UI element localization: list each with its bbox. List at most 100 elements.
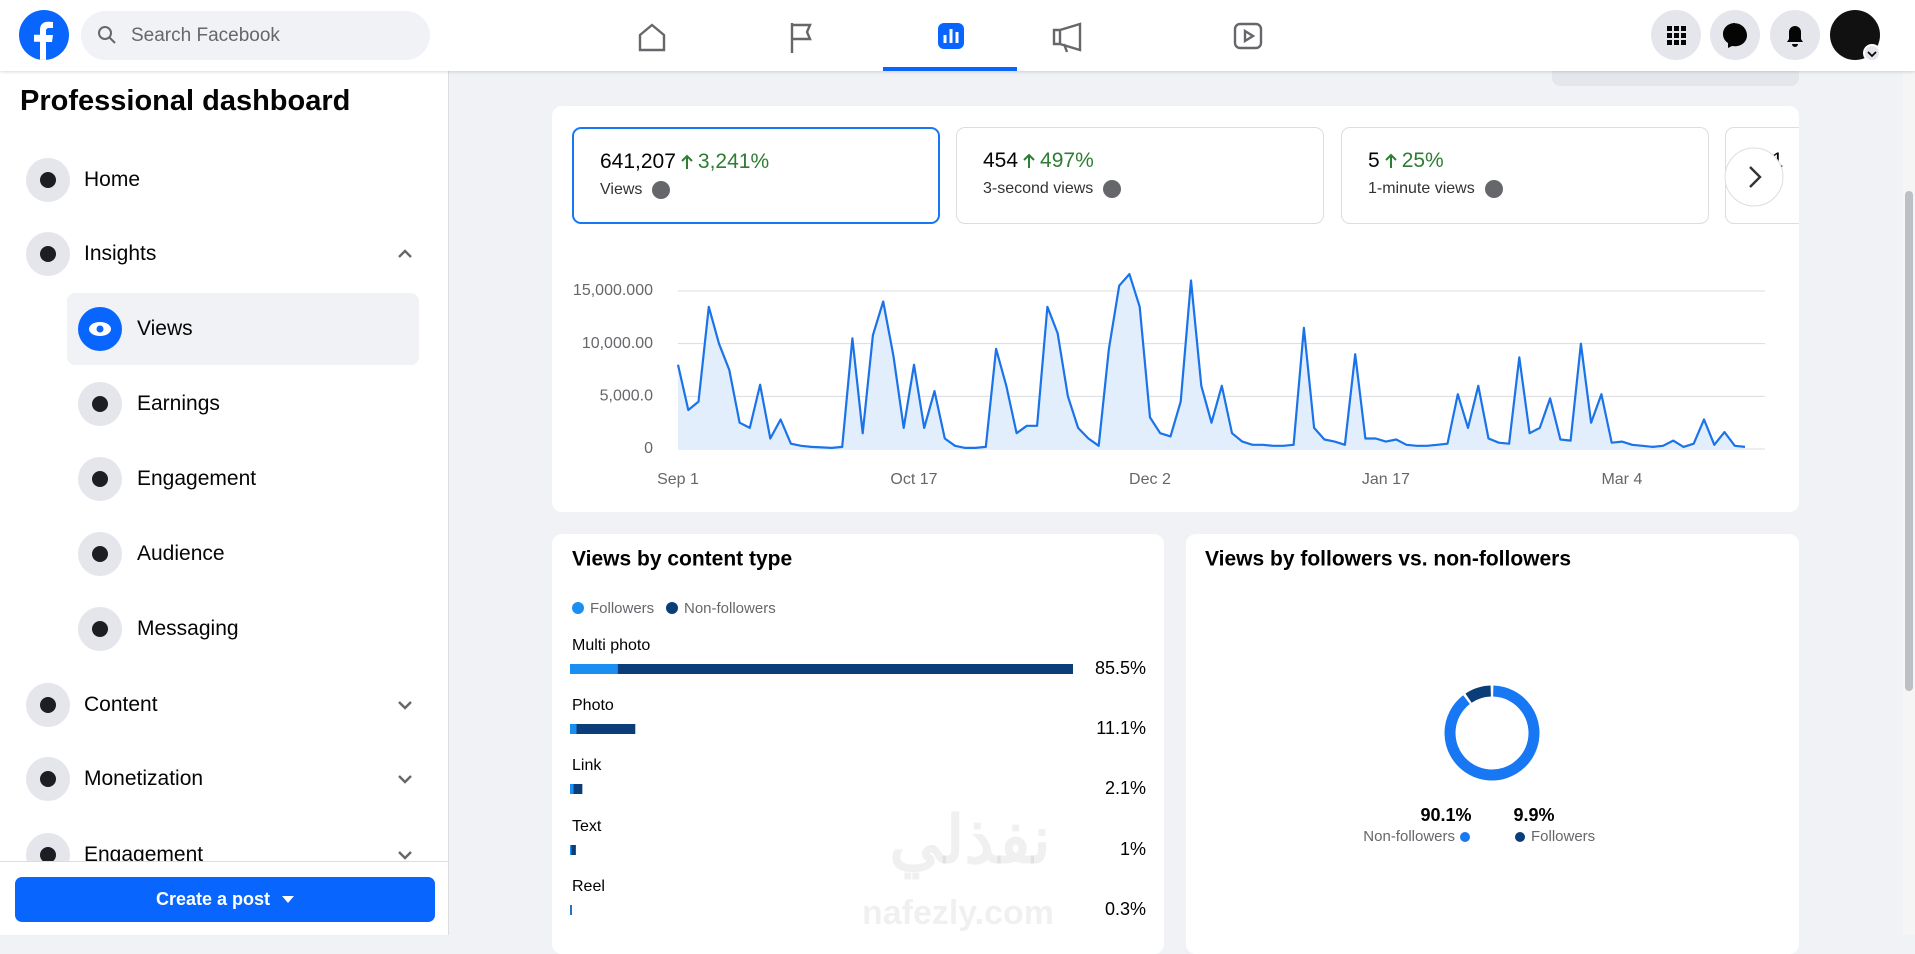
scrollbar[interactable] [1903,71,1915,935]
scrollbar-thumb[interactable] [1905,191,1913,691]
metric-label: 3-second views [983,180,1094,197]
up-arrow [1023,153,1035,168]
menu-label: Messaging [137,617,239,640]
menu-icon [78,532,122,576]
y-tick-label: 10,000.00 [582,335,653,352]
search-icon [98,26,116,44]
value-label: 0.3% [1105,899,1146,919]
search-box[interactable]: Search Facebook [81,11,430,60]
chart-title: Views by content type [572,548,792,571]
menu-icon [78,607,122,651]
info-icon[interactable] [1484,180,1503,198]
y-tick-label: 0 [644,440,653,457]
nav-tabs [638,22,1263,71]
menu-item[interactable]: Monetization [0,749,448,809]
top-bar: Search Facebook [0,0,1915,71]
legend-dot [572,602,584,614]
dropdown-caret [282,895,295,903]
legend-dot [666,602,678,614]
value-label: 85.5% [1095,658,1146,678]
y-tick-label: 15,000.000 [573,282,653,299]
metric-value: 641,207 [600,150,676,173]
x-tick-label: Dec 2 [1129,471,1171,488]
menu-label: Content [84,693,158,716]
info-icon[interactable] [1103,180,1122,198]
metric-value: 5 [1368,149,1380,172]
donut-segment [1444,685,1540,781]
legend-label: Followers [590,600,654,617]
metric-value: 454 [983,149,1019,172]
menu-label: Insights [84,242,157,265]
menu-item[interactable]: Home [0,150,448,210]
category-label: Multi photo [572,637,650,654]
value-label: 11.1% [1096,718,1146,738]
watermark: نفذلي [889,802,1051,880]
metric-change: 497% [1040,149,1094,172]
category-label: Link [572,757,602,774]
facebook-logo[interactable] [19,10,69,60]
sidebar: Professional dashboard Home Insights Views… [0,71,449,935]
value-label: 2.1% [1105,778,1146,798]
metric-card[interactable]: 5 25% 1-minute views [1341,127,1709,224]
menu-item[interactable]: Content [0,675,448,735]
bar-segment [570,845,572,855]
menu-item[interactable]: Engagement [0,449,448,509]
value-label: 90.1% [1420,805,1471,825]
value-label: 9.9% [1513,805,1554,825]
menu-item[interactable]: Earnings [0,374,448,434]
followers-card [1186,534,1799,954]
info-icon[interactable] [652,181,671,199]
category-label: Reel [572,878,605,895]
active-item-bg [67,293,419,365]
legend-label: Non-followers [684,600,776,617]
menu-icon [78,382,122,426]
menu-icon [26,757,70,801]
search-placeholder: Search Facebook [131,24,280,46]
menu-label: Monetization [84,767,204,790]
bar-segment [570,724,577,734]
chevron [398,775,412,784]
ads-tab[interactable] [1052,22,1082,53]
video-tab[interactable] [1233,22,1263,50]
bar-segment [570,905,572,915]
metric-change: 3,241% [697,150,770,173]
create-post-button[interactable]: Create a post [15,877,435,922]
next-button[interactable] [1724,147,1784,207]
home-tab[interactable] [638,23,666,52]
legend-label: Non-followers [1363,828,1455,845]
menu-label: Engagement [137,467,257,490]
menu-item[interactable]: Insights [0,224,448,284]
menu-item[interactable]: Views [0,299,448,359]
legend-dot [1460,832,1470,842]
bar-segment [571,845,576,855]
metric-card[interactable]: 454 497% 3-second views [956,127,1324,224]
donut-segment [1465,685,1492,703]
sidebar-footer: Create a post [0,861,448,935]
menu-label: Engagement [84,843,204,866]
menu-icon [78,457,122,501]
x-tick-label: Mar 4 [1601,471,1642,488]
bar-segment [573,784,583,794]
chevron [398,249,412,258]
metric-label: 1-minute views [1368,180,1475,197]
y-tick-label: 5,000.0 [600,388,653,405]
bar-segment [570,784,574,794]
value-label: 1% [1120,839,1146,859]
create-post-label: Create a post [155,889,271,909]
bar-segment [570,905,571,915]
metric-label: Views [600,181,643,198]
metric-card[interactable]: 641,207 3,241% Views [572,127,940,224]
up-arrow [1384,153,1397,168]
category-label: Photo [572,697,614,714]
legend-dot [1515,832,1525,842]
x-tick-label: Oct 17 [890,471,937,488]
watermark: nafezly.com [862,894,1054,932]
chevron [398,851,412,860]
menu-item[interactable]: Messaging [0,599,448,659]
content-type-card [552,534,1164,954]
pages-tab[interactable] [790,23,812,53]
menu-label: Earnings [137,392,220,415]
menu-item[interactable]: Audience [0,524,448,584]
bar-segment [576,724,636,734]
